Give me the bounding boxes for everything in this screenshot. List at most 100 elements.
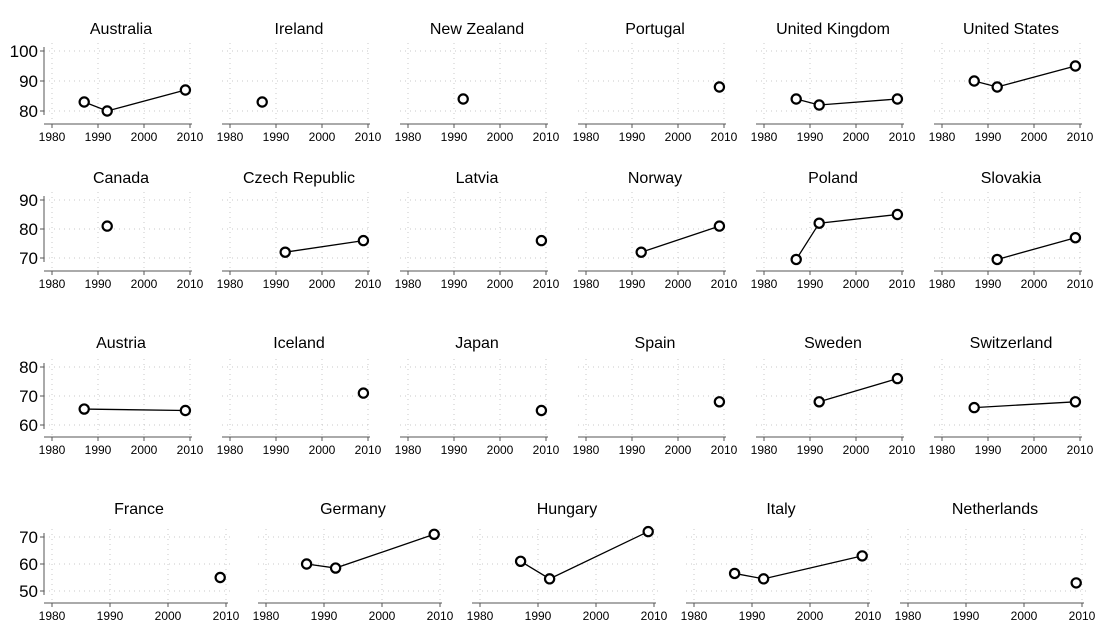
x-tick-label: 2010 — [533, 130, 560, 144]
x-tick-label: 2010 — [533, 443, 560, 457]
x-tick-label: 1980 — [217, 443, 244, 457]
panel-portugal: 1980 1990 2000 2010 Portugal — [573, 21, 738, 144]
x-tick-label: 1980 — [751, 130, 778, 144]
x-tick-label: 2000 — [1021, 443, 1048, 457]
data-point — [813, 217, 825, 229]
panel-japan: 1980 1990 2000 2010 Japan — [395, 335, 560, 457]
data-point — [329, 562, 342, 574]
x-tick-label: 1990 — [619, 130, 646, 144]
data-point — [179, 84, 192, 96]
x-tick-label: 2010 — [1067, 277, 1094, 291]
series-line — [997, 237, 1076, 261]
x-tick-label: 2010 — [355, 130, 382, 144]
series-line — [520, 531, 649, 580]
x-tick-label: 1980 — [217, 277, 244, 291]
x-tick-label: 1990 — [85, 277, 112, 291]
panel-title: Norway — [628, 170, 682, 187]
panel-title: United Kingdom — [776, 21, 890, 38]
panel-title: New Zealand — [430, 21, 524, 38]
x-tick-label: 2000 — [843, 443, 870, 457]
data-point — [713, 396, 726, 408]
data-point — [728, 567, 741, 580]
data-point — [514, 555, 527, 568]
x-tick-label: 2000 — [1021, 130, 1048, 144]
data-point — [535, 234, 548, 247]
x-tick-label: 2000 — [131, 277, 158, 291]
panel-title: Latvia — [456, 170, 499, 187]
panel-norway: 1980 1990 2000 2010 Norway — [573, 170, 738, 291]
x-tick-label: 1990 — [739, 609, 766, 623]
x-tick-label: 2000 — [131, 130, 158, 144]
series-line — [974, 401, 1076, 409]
panel-title: Austria — [96, 335, 146, 352]
panel-spain: 1980 1990 2000 2010 Spain — [573, 335, 738, 457]
data-point — [813, 99, 825, 111]
x-tick-label: 1980 — [39, 443, 66, 457]
y-tick-label: 80 — [19, 220, 38, 239]
x-tick-label: 1980 — [895, 609, 922, 623]
x-tick-label: 1990 — [97, 609, 124, 623]
data-point — [101, 220, 113, 232]
panel-title: Spain — [635, 335, 676, 352]
data-point — [968, 401, 980, 414]
x-tick-label: 2010 — [889, 277, 916, 291]
series-line — [83, 89, 186, 112]
x-tick-label: 1980 — [751, 277, 778, 291]
x-tick-label: 1990 — [263, 277, 290, 291]
x-tick-label: 1990 — [797, 277, 824, 291]
x-tick-label: 2010 — [711, 277, 738, 291]
x-tick-label: 1990 — [619, 277, 646, 291]
panel-title: Ireland — [275, 21, 324, 38]
panel-title: Japan — [455, 335, 499, 352]
y-tick-label: 100 — [10, 42, 38, 61]
panel-netherlands: 1980 1990 2000 2010 Netherlands — [895, 501, 1096, 623]
x-tick-label: 2010 — [355, 277, 382, 291]
panel-title: Germany — [320, 501, 386, 518]
panel-switzerland: 1980 1990 2000 2010 Switzerland — [929, 335, 1094, 457]
panel-title: Italy — [766, 501, 795, 518]
data-point — [757, 573, 770, 585]
data-point — [1069, 60, 1082, 72]
panel-latvia: 1980 1990 2000 2010 Latvia — [395, 170, 560, 291]
data-point — [1069, 396, 1082, 408]
x-tick-label: 1980 — [395, 443, 422, 457]
y-tick-label: 70 — [19, 249, 38, 268]
data-point — [300, 558, 313, 570]
x-tick-label: 2010 — [177, 443, 204, 457]
data-point — [256, 96, 268, 108]
x-tick-label: 1990 — [975, 443, 1002, 457]
data-point — [968, 75, 980, 87]
data-point — [1070, 577, 1082, 589]
x-tick-label: 1990 — [85, 130, 112, 144]
data-point — [991, 253, 1003, 266]
x-tick-label: 2000 — [797, 609, 824, 623]
x-tick-label: 1980 — [39, 609, 66, 623]
data-point — [535, 404, 548, 417]
x-tick-label: 1990 — [975, 130, 1002, 144]
data-point — [78, 96, 90, 108]
panel-united-kingdom: 1980 1990 2000 2010 United Kingdom — [751, 21, 916, 144]
series-line — [84, 408, 186, 412]
panel-title: Netherlands — [952, 501, 1038, 518]
x-tick-label: 2000 — [309, 443, 336, 457]
x-tick-label: 1990 — [263, 443, 290, 457]
panel-france: 1980 1990 2000 2010 50 60 70 France — [19, 501, 240, 623]
x-tick-label: 2010 — [427, 609, 454, 623]
x-tick-label: 2000 — [155, 609, 182, 623]
x-tick-label: 1990 — [441, 277, 468, 291]
x-tick-label: 1980 — [573, 130, 600, 144]
x-tick-label: 1990 — [311, 609, 338, 623]
x-tick-label: 2000 — [131, 443, 158, 457]
x-tick-label: 2010 — [177, 277, 204, 291]
x-tick-label: 2010 — [855, 609, 882, 623]
x-tick-label: 1990 — [525, 609, 552, 623]
x-tick-label: 2000 — [309, 277, 336, 291]
panel-hungary: 1980 1990 2000 2010 Hungary — [467, 501, 668, 623]
panel-canada: 1980 1990 2000 2010 70 80 90 Canada — [19, 170, 204, 291]
panel-germany: 1980 1990 2000 2010 Germany — [253, 501, 454, 623]
data-point — [991, 81, 1003, 93]
data-point — [891, 208, 904, 221]
y-tick-label: 60 — [19, 416, 38, 435]
x-tick-label: 2010 — [213, 609, 240, 623]
